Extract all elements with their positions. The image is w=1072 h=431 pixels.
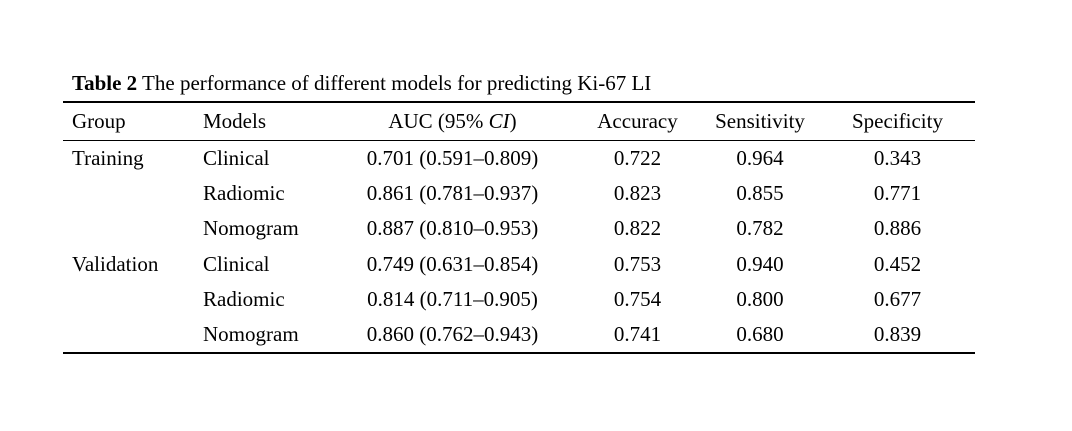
cell-accuracy: 0.741 bbox=[613, 322, 662, 347]
table-body: Training Clinical 0.701 (0.591–0.809) 0.… bbox=[63, 140, 975, 353]
table-container: Table 2 The performance of different mod… bbox=[63, 70, 975, 354]
cell-group bbox=[63, 211, 194, 247]
cell-model: Radiomic bbox=[203, 287, 285, 312]
header-row: Group Models AUC (95% CI) Accuracy Sensi… bbox=[63, 102, 975, 140]
cell-specificity: 0.886 bbox=[873, 216, 922, 241]
cell-group: Training bbox=[72, 145, 144, 170]
column-header-sensitivity: Sensitivity bbox=[715, 108, 805, 133]
table-header: Group Models AUC (95% CI) Accuracy Sensi… bbox=[63, 102, 975, 140]
cell-model: Clinical bbox=[203, 251, 270, 276]
cell-model: Clinical bbox=[203, 145, 270, 170]
cell-accuracy: 0.822 bbox=[613, 216, 662, 241]
column-header-accuracy: Accuracy bbox=[597, 108, 678, 133]
cell-specificity: 0.771 bbox=[873, 180, 922, 205]
column-header-group: Group bbox=[72, 108, 126, 133]
cell-sensitivity: 0.782 bbox=[736, 216, 784, 241]
auc-header-ci: CI bbox=[488, 108, 510, 133]
cell-specificity: 0.343 bbox=[873, 145, 922, 170]
cell-sensitivity: 0.940 bbox=[736, 251, 784, 276]
table-row: Nomogram 0.887 (0.810–0.953) 0.822 0.782… bbox=[63, 211, 975, 247]
cell-sensitivity: 0.680 bbox=[736, 322, 784, 347]
table-caption: Table 2 The performance of different mod… bbox=[63, 70, 975, 96]
table-row: Radiomic 0.814 (0.711–0.905) 0.754 0.800… bbox=[63, 282, 975, 318]
cell-auc: 0.701 (0.591–0.809) bbox=[366, 145, 539, 170]
table-row: Validation Clinical 0.749 (0.631–0.854) … bbox=[63, 247, 975, 283]
cell-auc: 0.860 (0.762–0.943) bbox=[366, 322, 539, 347]
cell-group bbox=[63, 282, 194, 318]
cell-auc: 0.814 (0.711–0.905) bbox=[367, 287, 538, 312]
table-row: Nomogram 0.860 (0.762–0.943) 0.741 0.680… bbox=[63, 318, 975, 354]
column-header-auc: AUC (95% CI) bbox=[330, 102, 575, 140]
column-header-models: Models bbox=[203, 108, 266, 133]
cell-specificity: 0.452 bbox=[873, 251, 922, 276]
cell-accuracy: 0.722 bbox=[613, 145, 662, 170]
cell-accuracy: 0.754 bbox=[613, 287, 662, 312]
table-row: Radiomic 0.861 (0.781–0.937) 0.823 0.855… bbox=[63, 176, 975, 212]
auc-header-suffix: ) bbox=[509, 108, 517, 133]
cell-sensitivity: 0.964 bbox=[736, 145, 784, 170]
table-caption-text: The performance of different models for … bbox=[137, 71, 652, 95]
cell-accuracy: 0.823 bbox=[613, 180, 662, 205]
cell-auc: 0.861 (0.781–0.937) bbox=[366, 180, 539, 205]
performance-table: Group Models AUC (95% CI) Accuracy Sensi… bbox=[63, 101, 975, 354]
cell-auc: 0.887 (0.810–0.953) bbox=[366, 216, 539, 241]
cell-group bbox=[63, 318, 194, 354]
cell-group bbox=[63, 176, 194, 212]
cell-model: Nomogram bbox=[203, 216, 299, 241]
cell-model: Nomogram bbox=[203, 322, 299, 347]
table-caption-label: Table 2 bbox=[72, 71, 138, 95]
cell-sensitivity: 0.800 bbox=[736, 287, 784, 312]
table-row: Training Clinical 0.701 (0.591–0.809) 0.… bbox=[63, 140, 975, 176]
cell-model: Radiomic bbox=[203, 180, 285, 205]
cell-specificity: 0.839 bbox=[873, 322, 922, 347]
cell-specificity: 0.677 bbox=[873, 287, 922, 312]
auc-header-prefix: AUC (95% bbox=[388, 108, 489, 133]
cell-sensitivity: 0.855 bbox=[736, 180, 784, 205]
cell-group: Validation bbox=[72, 251, 159, 276]
cell-accuracy: 0.753 bbox=[613, 251, 662, 276]
column-header-specificity: Specificity bbox=[852, 108, 943, 133]
cell-auc: 0.749 (0.631–0.854) bbox=[366, 251, 539, 276]
